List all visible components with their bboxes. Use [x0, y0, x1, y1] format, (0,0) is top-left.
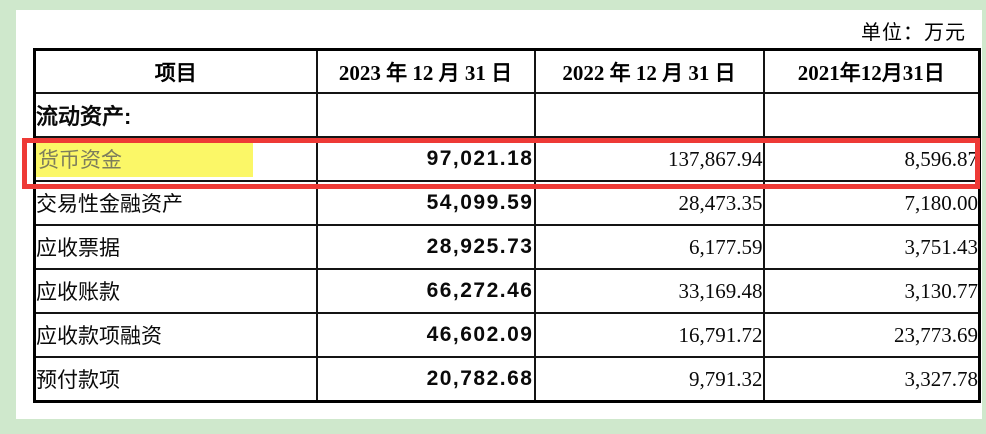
cell-2022: 33,169.48 — [533, 268, 765, 314]
row-label: 应收票据 — [33, 224, 318, 270]
column-header-2023: 2023 年 12 月 31 日 — [315, 48, 536, 94]
cell-2023: 28,925.73 — [315, 224, 536, 270]
row-label: 应收账款 — [33, 268, 318, 314]
table-row-receivables-financing: 应收款项融资 46,602.09 16,791.72 23,773.69 — [33, 312, 981, 358]
cell-2022: 137,867.94 — [533, 136, 765, 182]
column-header-2021: 2021年12月31日 — [762, 48, 981, 94]
table-row-notes-receivable: 应收票据 28,925.73 6,177.59 3,751.43 — [33, 224, 981, 270]
cell-2021: 8,596.87 — [762, 136, 981, 182]
cell-2021: 7,180.00 — [762, 180, 981, 226]
row-label: 预付款项 — [33, 356, 318, 403]
table-row-accounts-receivable: 应收账款 66,272.46 33,169.48 3,130.77 — [33, 268, 981, 314]
cell-2021: 3,327.78 — [762, 356, 981, 403]
cell-2022: 16,791.72 — [533, 312, 765, 358]
row-label: 流动资产: — [33, 92, 318, 138]
column-header-2022: 2022 年 12 月 31 日 — [533, 48, 765, 94]
cell-2022: 6,177.59 — [533, 224, 765, 270]
cell-2022 — [533, 92, 765, 138]
cell-2021: 3,751.43 — [762, 224, 981, 270]
cell-2021: 3,130.77 — [762, 268, 981, 314]
cell-2023: 66,272.46 — [315, 268, 536, 314]
cell-2021: 23,773.69 — [762, 312, 981, 358]
cell-2023: 54,099.59 — [315, 180, 536, 226]
cell-2023: 97,021.18 — [315, 136, 536, 182]
table-header: 项目 2023 年 12 月 31 日 2022 年 12 月 31 日 202… — [33, 48, 981, 94]
row-label: 货币资金 — [33, 136, 318, 182]
row-label: 应收款项融资 — [33, 312, 318, 358]
cell-2023 — [315, 92, 536, 138]
header-row: 项目 2023 年 12 月 31 日 2022 年 12 月 31 日 202… — [33, 48, 981, 94]
table-row-current-assets: 流动资产: — [33, 92, 981, 138]
table-row-prepayments: 预付款项 20,782.68 9,791.32 3,327.78 — [33, 356, 981, 403]
cell-2023: 20,782.68 — [315, 356, 536, 403]
cell-2023: 46,602.09 — [315, 312, 536, 358]
column-header-item: 项目 — [33, 48, 318, 94]
document-page: 单位：万元 项目 2023 年 12 月 31 日 2022 年 12 月 31… — [16, 10, 982, 419]
table-row-trading-financial-assets: 交易性金融资产 54,099.59 28,473.35 7,180.00 — [33, 180, 981, 226]
row-label: 交易性金融资产 — [33, 180, 318, 226]
cell-2022: 28,473.35 — [533, 180, 765, 226]
financial-table: 项目 2023 年 12 月 31 日 2022 年 12 月 31 日 202… — [33, 48, 981, 403]
cell-2021 — [762, 92, 981, 138]
cell-2022: 9,791.32 — [533, 356, 765, 403]
unit-label: 单位：万元 — [861, 22, 966, 44]
table-row-monetary-funds: 货币资金 97,021.18 137,867.94 8,596.87 — [33, 136, 981, 182]
yellow-highlighted-label: 货币资金 — [36, 141, 253, 177]
